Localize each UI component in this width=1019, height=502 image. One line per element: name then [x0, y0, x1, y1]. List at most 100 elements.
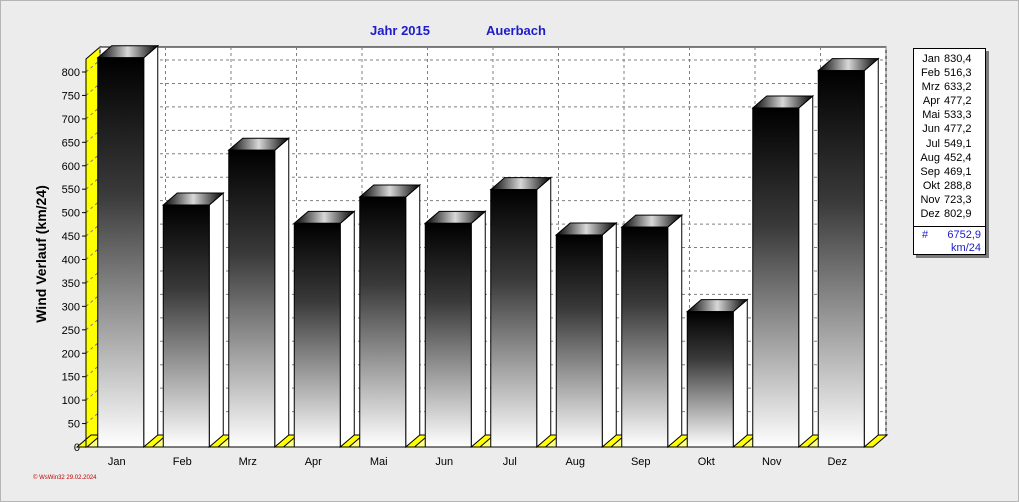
- legend-box: Jan 830,4 Feb 516,3 Mrz 633,2 Apr 477,2 Mai 533,3…: [913, 48, 986, 255]
- bar-dez: [817, 70, 865, 448]
- legend-total-symbol: #: [922, 229, 929, 242]
- x-tick-label: Jul: [503, 456, 517, 468]
- legend-row-feb: Feb 516,3: [914, 66, 985, 80]
- bar-side-mai: [405, 183, 421, 449]
- y-tick-label: 400: [62, 255, 80, 267]
- y-tick-label: 0: [74, 442, 80, 454]
- legend-value: 516,3: [944, 67, 972, 80]
- bar-feb: [162, 204, 210, 448]
- legend-value: 549,1: [944, 137, 972, 150]
- legend-value: 477,2: [944, 123, 972, 136]
- x-tick-label: Feb: [173, 456, 192, 468]
- x-tick-label: Okt: [698, 456, 715, 468]
- legend-row-aug: Aug 452,4: [914, 151, 985, 165]
- bar-side-jun: [470, 210, 486, 449]
- legend-row-dez: Dez 802,9: [914, 207, 985, 221]
- legend-total: # 6752,9 km/24: [914, 227, 985, 255]
- bar-side-mrz: [274, 137, 290, 449]
- y-tick-label: 550: [62, 184, 80, 196]
- legend-month: Okt: [922, 179, 940, 192]
- legend-value: 830,4: [944, 53, 972, 65]
- y-tick-label: 250: [62, 325, 80, 337]
- bar-mrz: [228, 149, 276, 448]
- bar-jun: [424, 222, 472, 448]
- y-tick-label: 600: [62, 161, 80, 173]
- bar-jan: [97, 57, 145, 448]
- legend-month: Jul: [925, 137, 940, 150]
- bar-side-okt: [732, 298, 748, 449]
- y-tick-label: 650: [62, 137, 80, 149]
- bar-side-jul: [536, 176, 552, 449]
- x-tick-label: Nov: [762, 456, 782, 468]
- legend-month: Jun: [922, 123, 940, 136]
- y-tick-label: 450: [62, 231, 80, 243]
- legend-row-jan: Jan 830,4: [914, 52, 985, 66]
- y-tick-label: 100: [62, 395, 80, 407]
- legend-total-value: 6752,9: [947, 229, 981, 242]
- legend-value: 633,2: [944, 81, 972, 94]
- legend-month: Apr: [922, 95, 940, 108]
- x-tick-label: Jun: [435, 456, 453, 468]
- x-tick-label: Mrz: [239, 456, 257, 468]
- y-tick-label: 200: [62, 348, 80, 360]
- legend-total-unit: km/24: [951, 242, 981, 255]
- bar-aug: [555, 234, 603, 448]
- y-tick-label: 500: [62, 208, 80, 220]
- legend-month: Nov: [920, 193, 940, 206]
- x-tick-label: Apr: [305, 456, 322, 468]
- y-tick-label: 150: [62, 372, 80, 384]
- x-tick-label: Dez: [827, 456, 847, 468]
- x-tick-label: Sep: [631, 456, 651, 468]
- bar-side-nov: [798, 94, 814, 449]
- credit-text: © WsWin32 29.02.2024: [33, 474, 97, 481]
- legend-value: 802,9: [944, 208, 972, 221]
- x-tick-label: Jan: [108, 456, 126, 468]
- legend-month: Aug: [920, 151, 940, 164]
- bar-side-dez: [863, 57, 879, 449]
- legend-value: 533,3: [944, 109, 972, 122]
- bar-okt: [686, 311, 734, 448]
- bar-mai: [359, 196, 407, 448]
- legend-value: 477,2: [944, 95, 972, 108]
- bar-side-feb: [208, 191, 224, 449]
- bar-nov: [752, 107, 800, 448]
- bar-side-sep: [667, 214, 683, 449]
- legend-row-jun: Jun 477,2: [914, 122, 985, 136]
- legend-month: Mai: [922, 109, 940, 122]
- bar-side-apr: [339, 210, 355, 449]
- legend-row-sep: Sep 469,1: [914, 165, 985, 179]
- legend-rows: Jan 830,4 Feb 516,3 Mrz 633,2 Apr 477,2 Mai 533,3…: [914, 49, 985, 221]
- legend-row-okt: Okt 288,8: [914, 179, 985, 193]
- legend-month: Mrz: [921, 81, 940, 94]
- bar-sep: [621, 226, 669, 448]
- x-tick-label: Mai: [370, 456, 388, 468]
- legend-value: 452,4: [944, 151, 972, 164]
- legend-row-nov: Nov 723,3: [914, 193, 985, 207]
- legend-value: 723,3: [944, 193, 972, 206]
- legend-month: Feb: [921, 67, 940, 80]
- legend-month: Sep: [920, 165, 940, 178]
- bar-jul: [490, 189, 538, 448]
- legend-row-jul: Jul 549,1: [914, 137, 985, 151]
- legend-separator: [914, 226, 985, 228]
- y-tick-label: 50: [68, 419, 80, 431]
- bar-apr: [293, 222, 341, 448]
- legend-row-mrz: Mrz 633,2: [914, 80, 985, 94]
- bar-side-aug: [601, 221, 617, 449]
- x-tick-label: Aug: [565, 456, 585, 468]
- legend-row-mai: Mai 533,3: [914, 108, 985, 122]
- y-tick-label: 700: [62, 114, 80, 126]
- y-axis-label: Wind Verlauf (km/24): [33, 185, 49, 323]
- bar-side-jan: [143, 44, 159, 449]
- y-tick-label: 800: [62, 67, 80, 79]
- legend-value: 288,8: [944, 179, 972, 192]
- y-tick-label: 750: [62, 90, 80, 102]
- chart-title-year: Jahr 2015: [370, 23, 430, 38]
- chart-title-location: Auerbach: [486, 23, 546, 38]
- legend-value: 469,1: [944, 165, 972, 178]
- y-tick-label: 300: [62, 301, 80, 313]
- legend-row-apr: Apr 477,2: [914, 94, 985, 108]
- y-tick-label: 350: [62, 278, 80, 290]
- legend-month: Dez: [920, 208, 940, 221]
